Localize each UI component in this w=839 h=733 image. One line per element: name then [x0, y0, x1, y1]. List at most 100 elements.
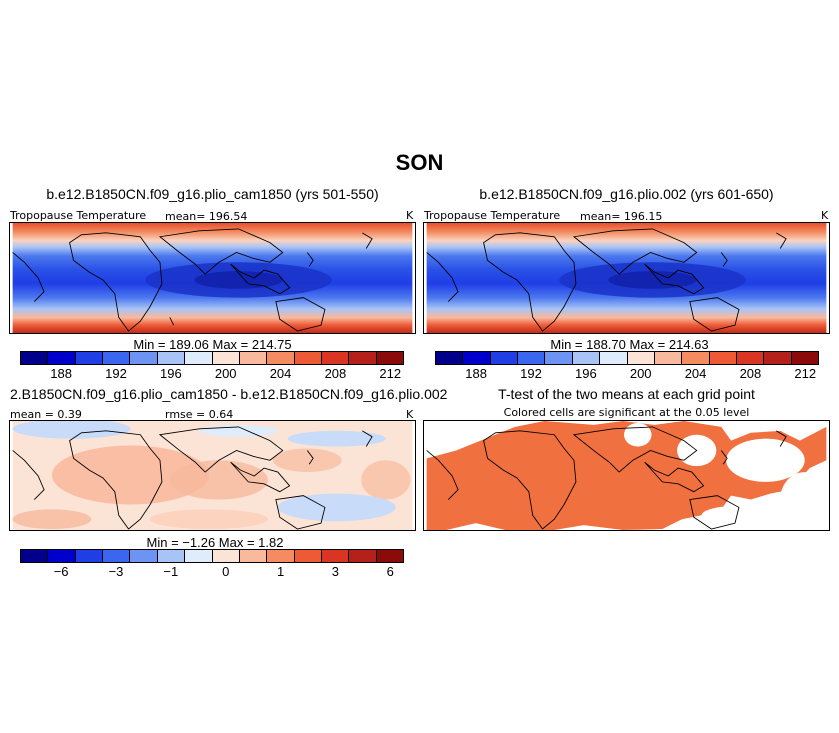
- colorbar-swatch: [764, 352, 792, 364]
- panel4-significant-cells: [426, 421, 827, 530]
- panel2-colorbar-ticks: 188 192 196 200 204 208 212: [435, 366, 819, 382]
- panel1-colorbar-ticks: 188 192 196 200 204 208 212: [20, 366, 404, 382]
- colorbar-tick-label: 212: [794, 366, 817, 381]
- colorbar-swatch: [75, 352, 104, 364]
- colorbar-tick-label: 192: [520, 366, 542, 381]
- colorbar-tick-label: 204: [684, 366, 707, 381]
- colorbar-swatch: [267, 352, 295, 364]
- colorbar-swatch: [791, 352, 819, 364]
- panel2-cold-core-inner: [608, 271, 697, 289]
- colorbar-swatch: [267, 550, 295, 562]
- panel3-map: [9, 420, 416, 531]
- colorbar-swatch: [600, 352, 628, 364]
- colorbar-swatch: [321, 352, 350, 364]
- colorbar-swatch: [572, 352, 601, 364]
- colorbar-swatch: [48, 550, 76, 562]
- colorbar-tick-label: 208: [324, 366, 347, 381]
- colorbar-swatch: [103, 352, 131, 364]
- colorbar-swatch: [212, 352, 240, 364]
- colorbar-swatch: [130, 352, 158, 364]
- colorbar-tick-label: 200: [214, 366, 237, 381]
- panel1-title: b.e12.B1850CN.f09_g16.plio_cam1850 (yrs …: [46, 186, 379, 202]
- colorbar-swatch: [376, 550, 404, 562]
- colorbar-swatch: [518, 352, 546, 364]
- colorbar-swatch: [349, 352, 377, 364]
- colorbar-swatch: [239, 550, 268, 562]
- colorbar-swatch: [294, 550, 322, 562]
- colorbar-tick-label: 188: [465, 366, 487, 381]
- panel3-rmse: rmse = 0.64: [165, 408, 234, 421]
- colorbar-swatch: [627, 352, 655, 364]
- panel3-colorbar-ticks: −6 −3 −1 0 1 3 6: [20, 564, 404, 580]
- colorbar-swatch: [157, 352, 186, 364]
- colorbar-tick-label: 208: [739, 366, 762, 381]
- panel1-minmax: Min = 189.06 Max = 214.75: [133, 337, 292, 352]
- colorbar-tick-label: 1: [276, 564, 285, 579]
- colorbar-swatch: [545, 352, 573, 364]
- colorbar-swatch: [490, 352, 519, 364]
- panel2-colorbar: [435, 351, 819, 365]
- panel4-coastlines: [426, 426, 787, 530]
- colorbar-swatch: [185, 352, 213, 364]
- colorbar-tick-label: 3: [331, 564, 340, 579]
- colorbar-tick-label: 200: [629, 366, 652, 381]
- colorbar-swatch: [709, 352, 737, 364]
- colorbar-swatch: [21, 550, 49, 562]
- panel4-subtitle: Colored cells are significant at the 0.0…: [503, 406, 750, 419]
- figure-title: SON: [395, 150, 444, 175]
- colorbar-swatch: [239, 352, 268, 364]
- colorbar-swatch: [376, 352, 404, 364]
- panel1-coastlines: [12, 228, 373, 332]
- panel2-variable: Tropopause Temperature: [424, 209, 561, 222]
- panel1-colorbar: [20, 351, 404, 365]
- colorbar-tick-label: −1: [163, 564, 179, 579]
- panel2-map: [423, 222, 830, 334]
- panel4-insignificant-holes: [436, 421, 829, 528]
- panel1-mean: mean= 196.54: [165, 210, 248, 223]
- panel2-minmax: Min = 188.70 Max = 214.63: [550, 337, 709, 352]
- colorbar-swatch: [75, 550, 104, 562]
- colorbar-swatch: [21, 352, 49, 364]
- colorbar-swatch: [654, 352, 683, 364]
- panel3-coastlines: [12, 426, 373, 530]
- colorbar-swatch: [436, 352, 464, 364]
- colorbar-swatch: [682, 352, 710, 364]
- colorbar-swatch: [321, 550, 350, 562]
- panel3-minmax: Min = −1.26 Max = 1.82: [146, 535, 284, 550]
- colorbar-swatch: [349, 550, 377, 562]
- colorbar-tick-label: 196: [574, 366, 597, 381]
- colorbar-swatch: [157, 550, 186, 562]
- colorbar-swatch: [736, 352, 765, 364]
- panel4-title: T-test of the two means at each grid poi…: [498, 386, 755, 402]
- panel2-title: b.e12.B1850CN.f09_g16.plio.002 (yrs 601-…: [479, 186, 774, 202]
- colorbar-swatch: [103, 550, 131, 562]
- colorbar-tick-label: 192: [105, 366, 127, 381]
- panel3-anomalies: [12, 421, 411, 530]
- colorbar-tick-label: 212: [379, 366, 402, 381]
- colorbar-tick-label: 204: [269, 366, 292, 381]
- colorbar-tick-label: 188: [50, 366, 72, 381]
- panel2-coastlines: [426, 228, 787, 332]
- panel2-mean: mean= 196.15: [580, 210, 663, 223]
- colorbar-tick-label: 6: [386, 564, 394, 579]
- panel1-cold-core-inner: [194, 271, 283, 289]
- panel2-units: K: [821, 209, 829, 222]
- panel3-colorbar: [20, 549, 404, 563]
- panel1-map: [9, 222, 416, 334]
- colorbar-swatch: [463, 352, 491, 364]
- colorbar-tick-label: 0: [222, 564, 230, 579]
- panel3-mean: mean = 0.39: [10, 408, 82, 421]
- panel3-units: K: [406, 408, 414, 421]
- panel1-variable: Tropopause Temperature: [10, 209, 147, 222]
- panel4-map: [423, 420, 830, 531]
- colorbar-tick-label: −3: [108, 564, 124, 579]
- colorbar-swatch: [185, 550, 213, 562]
- colorbar-swatch: [48, 352, 76, 364]
- colorbar-swatch: [294, 352, 322, 364]
- colorbar-tick-label: −6: [53, 564, 69, 579]
- panel3-title: 2.B1850CN.f09_g16.plio_cam1850 - b.e12.B…: [10, 386, 448, 402]
- panel1-units: K: [406, 209, 414, 222]
- colorbar-tick-label: 196: [159, 366, 182, 381]
- colorbar-swatch: [212, 550, 240, 562]
- colorbar-swatch: [130, 550, 158, 562]
